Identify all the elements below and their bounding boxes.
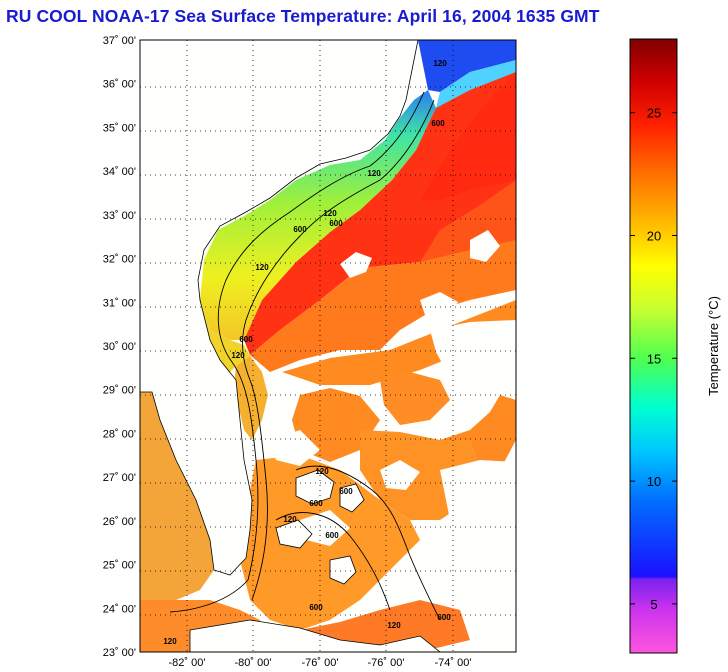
lat-label: 27˚ 00'	[103, 472, 136, 484]
lon-label: -82˚ 00'	[169, 657, 206, 669]
longitude-labels: -82˚ 00' -80˚ 00' -76˚ 00' -76˚ 00' -74˚ 00'	[169, 657, 472, 669]
lat-label: 29˚ 00'	[103, 385, 136, 397]
lat-label: 37˚ 00'	[103, 35, 136, 47]
isobath-label: 120	[367, 169, 381, 178]
isobath-label: 120	[433, 59, 447, 68]
colorbar-ticks: 25 20 15 10 5	[630, 106, 677, 612]
lat-label: 34˚ 00'	[103, 166, 136, 178]
latitude-labels: 37˚ 00' 36˚ 00' 35˚ 00' 34˚ 00' 33˚ 00' 32˚ 0…	[103, 35, 136, 659]
isobath-120	[169, 91, 425, 613]
isobath-label: 600	[431, 119, 445, 128]
colorbar-tick-label: 20	[647, 228, 661, 243]
isobath-label: 120	[163, 637, 177, 646]
lat-label: 36˚ 00'	[103, 79, 136, 91]
lat-label: 24˚ 00'	[103, 603, 136, 615]
sst-image	[140, 40, 516, 652]
lon-label: -74˚ 00'	[435, 657, 472, 669]
colorbar-tick-label: 10	[647, 474, 661, 489]
map-frame	[139, 39, 517, 653]
lat-label: 30˚ 00'	[103, 341, 136, 353]
isobath-600	[242, 99, 435, 601]
isobath-label: 600	[239, 335, 253, 344]
page-title: RU COOL NOAA-17 Sea Surface Temperature:…	[6, 6, 600, 26]
isobath-label: 600	[437, 613, 451, 622]
lon-label: -80˚ 00'	[235, 657, 272, 669]
isobath-label: 120	[387, 621, 401, 630]
colorbar-tick-label: 5	[650, 597, 657, 612]
shelf-water	[200, 90, 436, 340]
lat-label: 25˚ 00'	[103, 560, 136, 572]
isobath-label: 120	[255, 263, 269, 272]
colorbar-label: Temperature (°C)	[706, 296, 721, 396]
lon-label: -76˚ 00'	[302, 657, 339, 669]
colorbar	[629, 38, 678, 654]
grid-lines	[140, 40, 516, 652]
gulf-stream	[244, 72, 516, 355]
isobath-label: 600	[339, 487, 353, 496]
isobath-label: 600	[325, 531, 339, 540]
lat-label: 32˚ 00'	[103, 254, 136, 266]
isobath-label: 120	[323, 209, 337, 218]
isobath-label: 600	[309, 499, 323, 508]
isobath-label: 120	[283, 515, 297, 524]
lat-label: 28˚ 00'	[103, 428, 136, 440]
lat-label: 26˚ 00'	[103, 516, 136, 528]
lon-label: -76˚ 00'	[368, 657, 405, 669]
lat-label: 33˚ 00'	[103, 210, 136, 222]
isobath-label: 120	[231, 351, 245, 360]
colorbar-tick-label: 25	[647, 106, 661, 121]
isobath-labels: 1206001206001206001206001201206006001206…	[163, 59, 451, 646]
lat-label: 23˚ 00'	[103, 647, 136, 659]
colorbar-tick-label: 15	[647, 351, 661, 366]
land-bahamas	[295, 469, 335, 505]
isobath-label: 600	[293, 225, 307, 234]
lat-label: 31˚ 00'	[103, 297, 136, 309]
isobath-label: 600	[309, 603, 323, 612]
lat-label: 35˚ 00'	[103, 122, 136, 134]
isobath-label: 600	[329, 219, 343, 228]
isobath-label: 120	[315, 467, 329, 476]
land-us-coast	[140, 40, 419, 576]
